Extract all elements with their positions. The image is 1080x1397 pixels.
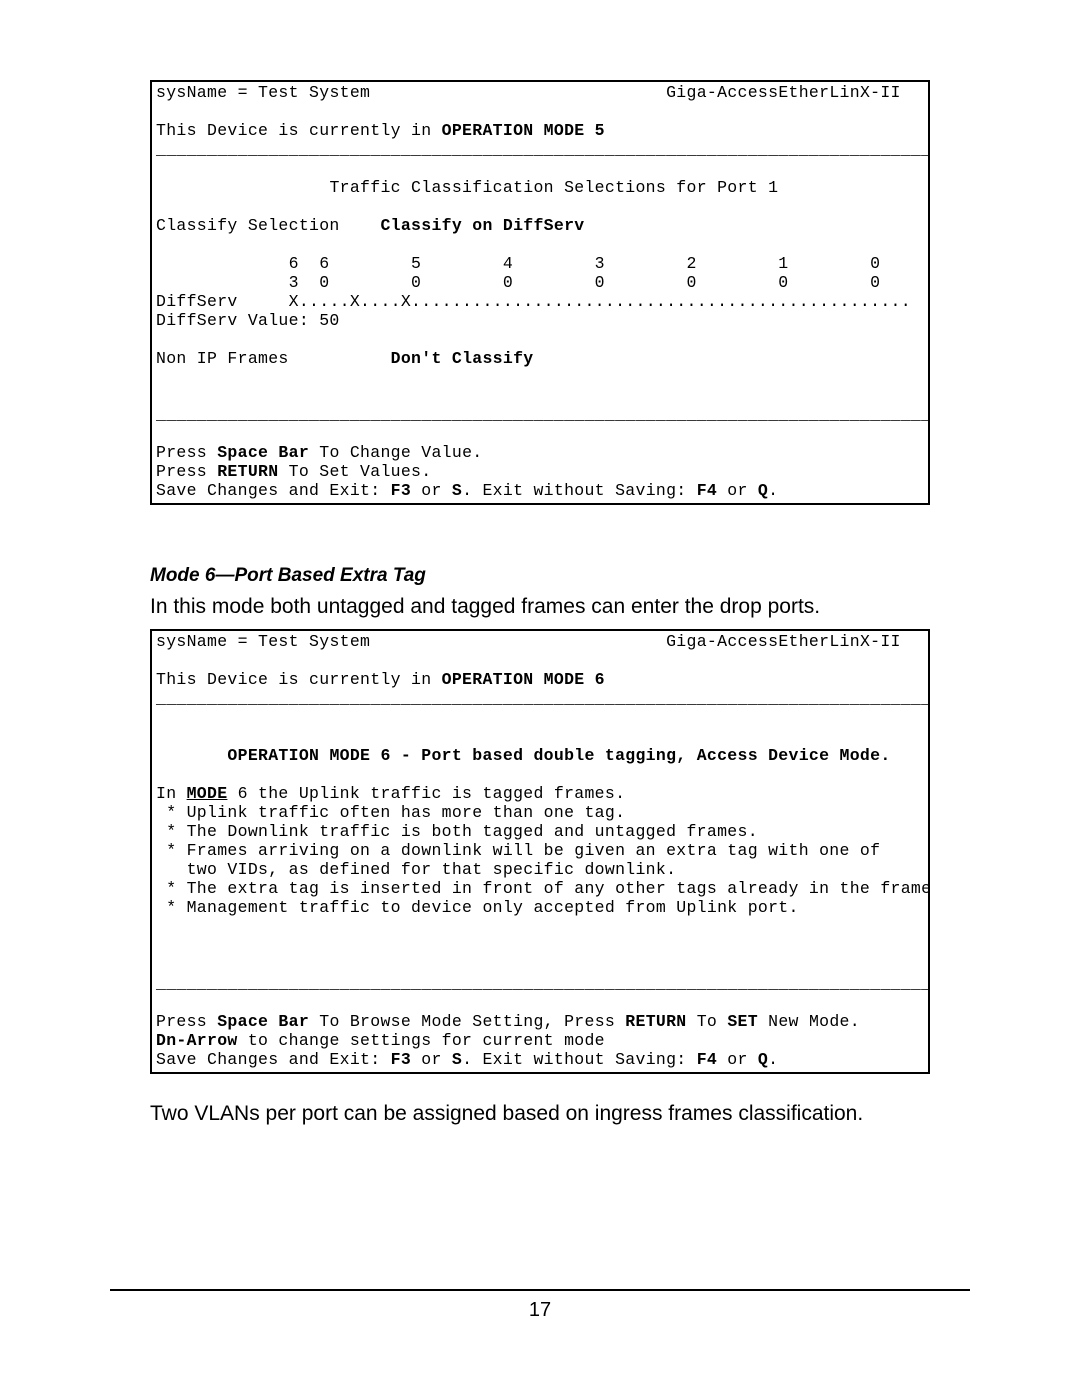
- help-text: .: [768, 1050, 778, 1069]
- key-s: S: [452, 1050, 462, 1069]
- screen1-title: Traffic Classification Selections for Po…: [329, 178, 778, 197]
- terminal-screen-mode6: sysName = Test System Giga-AccessEtherLi…: [150, 629, 930, 1073]
- diffserv-value: DiffServ Value: 50: [156, 311, 340, 330]
- terminal-screen-mode5: sysName = Test System Giga-AccessEtherLi…: [150, 80, 930, 505]
- page-footer: 17: [110, 1289, 970, 1322]
- key-f4: F4: [697, 481, 717, 500]
- section-intro: In this mode both untagged and tagged fr…: [150, 595, 930, 619]
- help-text: or: [717, 1050, 758, 1069]
- key-s: S: [452, 481, 462, 500]
- desc-text: In: [156, 784, 187, 803]
- mode-bold: OPERATION MODE 6: [442, 670, 605, 689]
- bullet-text: * Management traffic to device only acce…: [156, 898, 799, 917]
- help-text: To Browse Mode Setting, Press: [309, 1012, 625, 1031]
- help-text: or: [411, 481, 452, 500]
- classify-label: Classify Selection: [156, 216, 340, 235]
- divider: ________________________________________…: [156, 140, 930, 159]
- divider: ________________________________________…: [156, 405, 930, 424]
- diffserv-label: DiffServ: [156, 292, 238, 311]
- key-dnarrow: Dn-Arrow: [156, 1031, 238, 1050]
- bullet-text: * The extra tag is inserted in front of …: [156, 879, 930, 898]
- mode-bold: OPERATION MODE 5: [442, 121, 605, 140]
- key-f3: F3: [391, 1050, 411, 1069]
- bit-header-row2: 3 0 0 0 0 0 0 0: [156, 273, 880, 292]
- bullet-text: * The Downlink traffic is both tagged an…: [156, 822, 758, 841]
- help-text: To: [687, 1012, 728, 1031]
- help-text: . Exit without Saving:: [462, 1050, 697, 1069]
- help-text: Press: [156, 443, 217, 462]
- sysname-label: sysName =: [156, 83, 258, 102]
- help-text: to change settings for current mode: [238, 1031, 605, 1050]
- divider: ________________________________________…: [156, 974, 930, 993]
- bullet-text: * Frames arriving on a downlink will be …: [156, 841, 880, 860]
- page-number: 17: [529, 1299, 551, 1322]
- key-return: RETURN: [217, 462, 278, 481]
- help-text: Press: [156, 1012, 217, 1031]
- help-text: or: [411, 1050, 452, 1069]
- key-return: RETURN: [625, 1012, 686, 1031]
- nonip-value: Don't Classify: [391, 349, 534, 368]
- mode-line-pre: This Device is currently in: [156, 121, 442, 140]
- key-q: Q: [758, 481, 768, 500]
- help-text: . Exit without Saving:: [462, 481, 697, 500]
- help-text: To Change Value.: [309, 443, 482, 462]
- mode-underlined: MODE: [187, 784, 228, 803]
- product-name: Giga-AccessEtherLinX-II: [666, 632, 901, 651]
- bullet-text: * Uplink traffic often has more than one…: [156, 803, 625, 822]
- sysname-value: Test System: [258, 83, 370, 102]
- screen2-title: OPERATION MODE 6 - Port based double tag…: [227, 746, 890, 765]
- nonip-label: Non IP Frames: [156, 349, 289, 368]
- key-f4: F4: [697, 1050, 717, 1069]
- help-text: Press: [156, 462, 217, 481]
- help-text: Save Changes and Exit:: [156, 481, 391, 500]
- help-text: or: [717, 481, 758, 500]
- divider: ________________________________________…: [156, 689, 930, 708]
- key-spacebar: Space Bar: [217, 1012, 309, 1031]
- key-spacebar: Space Bar: [217, 443, 309, 462]
- key-f3: F3: [391, 481, 411, 500]
- bit-header-row1: 6 6 5 4 3 2 1 0: [156, 254, 880, 273]
- product-name: Giga-AccessEtherLinX-II: [666, 83, 901, 102]
- help-text: To Set Values.: [278, 462, 431, 481]
- closing-text: Two VLANs per port can be assigned based…: [150, 1102, 930, 1126]
- bullet-text: two VIDs, as defined for that specific d…: [156, 860, 676, 879]
- help-text: Save Changes and Exit:: [156, 1050, 391, 1069]
- help-text: New Mode.: [758, 1012, 860, 1031]
- key-q: Q: [758, 1050, 768, 1069]
- sysname-value: Test System: [258, 632, 370, 651]
- help-text: .: [768, 481, 778, 500]
- key-set: SET: [727, 1012, 758, 1031]
- classify-value: Classify on DiffServ: [380, 216, 584, 235]
- section-heading: Mode 6—Port Based Extra Tag: [150, 565, 930, 587]
- desc-text: 6 the Uplink traffic is tagged frames.: [227, 784, 625, 803]
- sysname-label: sysName =: [156, 632, 258, 651]
- diffserv-bits: X.....X....X............................…: [238, 292, 911, 311]
- mode-line-pre: This Device is currently in: [156, 670, 442, 689]
